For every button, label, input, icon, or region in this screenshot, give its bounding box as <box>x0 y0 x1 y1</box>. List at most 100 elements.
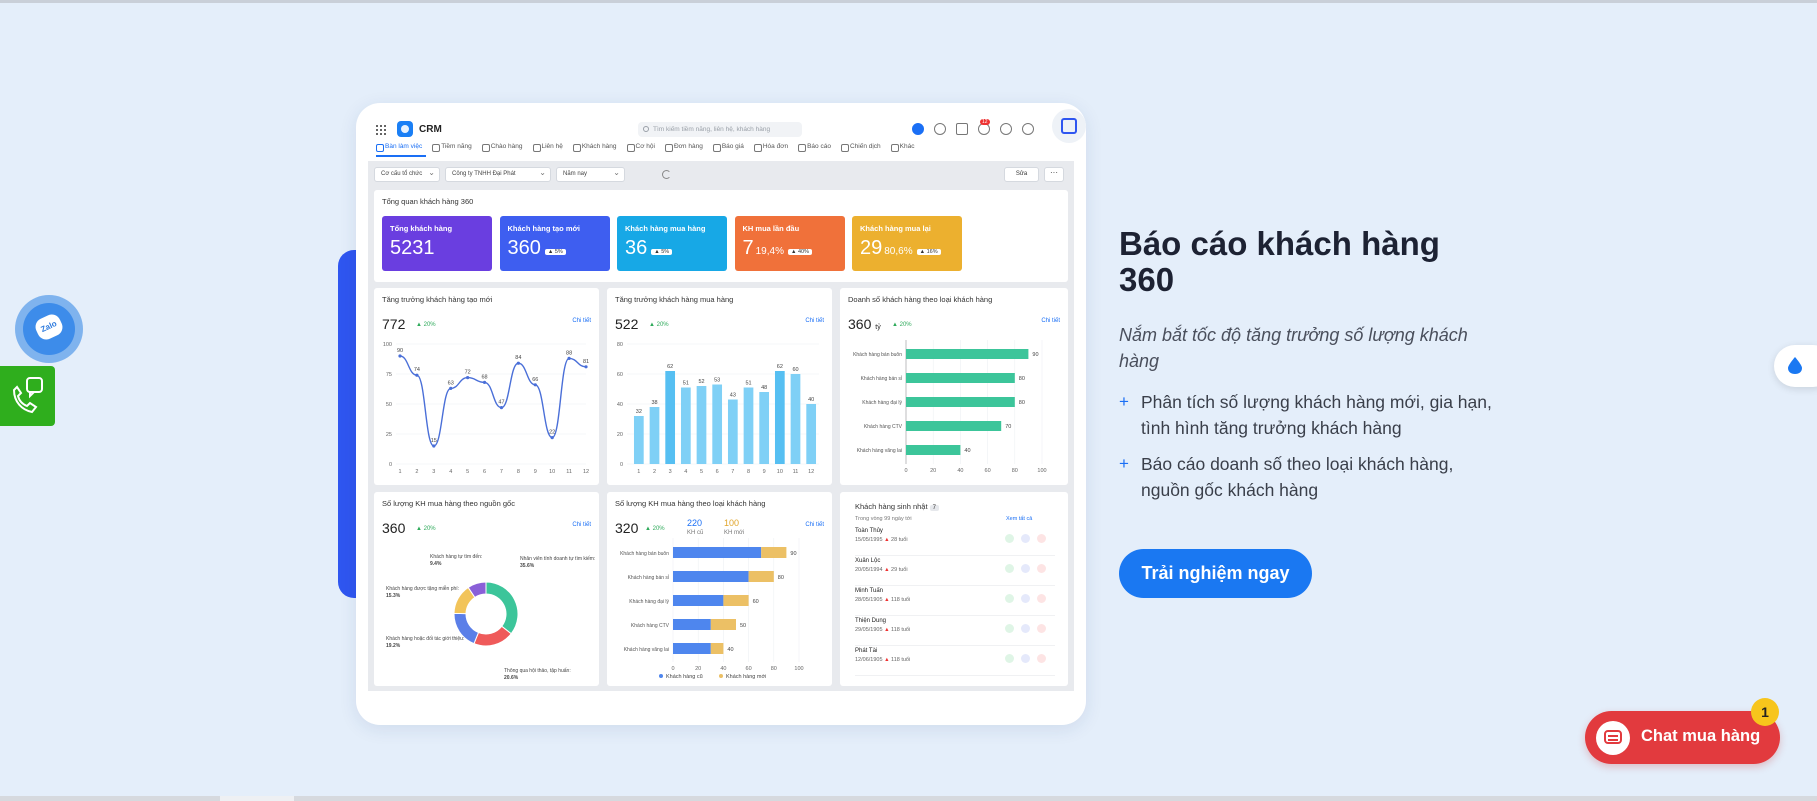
tab-item[interactable]: Bàn làm việc <box>376 143 422 152</box>
detail-link[interactable]: Chi tiết <box>1041 318 1060 324</box>
x-tick-label: 6 <box>716 469 719 475</box>
pie-slice <box>473 625 512 647</box>
kpi-card[interactable]: Khách hàng mua lại 29 80,6% ▲ 16% <box>852 216 962 271</box>
birthday-row[interactable]: Thiện Dung 29/05/1905 ▲ 118 tuổi <box>855 618 1055 646</box>
series-line <box>399 355 587 447</box>
kpi-card[interactable]: Khách hàng mua hàng 36 ▲ 5% <box>617 216 727 271</box>
by-source-panel: Số lượng KH mua hàng theo nguồn gốc 360 … <box>374 492 599 686</box>
detail-link[interactable]: Chi tiết <box>572 522 591 528</box>
tab-item[interactable]: Chiến dịch <box>840 143 881 152</box>
box-icon[interactable] <box>934 123 946 135</box>
cake-icon: ▲ <box>884 597 890 603</box>
edit-button[interactable]: Sửa <box>1004 167 1039 182</box>
side-tool-button[interactable] <box>1774 345 1817 387</box>
tab-item[interactable]: Báo cáo <box>798 143 831 152</box>
tab-item[interactable]: Đơn hàng <box>664 143 703 152</box>
refresh-icon[interactable] <box>662 170 671 179</box>
stacked-bar-chart: 0 20 40 60 80 100 90 Khách hàng bán buôn 80 Khách… <box>620 538 804 680</box>
age: 28 tuổi <box>891 537 908 543</box>
email-icon[interactable] <box>1037 534 1046 543</box>
call-icon[interactable] <box>1005 594 1014 603</box>
crm-logo-icon <box>397 121 413 137</box>
tab-item[interactable]: Hóa đơn <box>753 143 788 152</box>
data-label: 38 <box>651 400 657 406</box>
company-filter[interactable]: Công ty TNHH Đại Phát <box>445 166 551 182</box>
detail-link[interactable]: Chi tiết <box>805 318 824 324</box>
x-tick-label: 7 <box>500 469 503 475</box>
kpi-card[interactable]: Tổng khách hàng 5231 <box>382 216 492 271</box>
calendar-icon[interactable] <box>956 123 968 135</box>
tab-item[interactable]: Khác <box>890 143 915 152</box>
email-icon[interactable] <box>1037 564 1046 573</box>
crm-search-input[interactable]: Tìm kiếm tiềm năng, liên hệ, khách hàng <box>638 122 802 137</box>
x-tick-label: 9 <box>763 469 766 475</box>
tab-item[interactable]: Tiềm năng <box>432 143 472 152</box>
org-filter[interactable]: Cơ cấu tổ chức <box>374 166 440 182</box>
email-icon[interactable] <box>1037 654 1046 663</box>
tab-item[interactable]: Liên hệ <box>532 143 563 152</box>
x-tick-label: 11 <box>566 469 572 475</box>
bar <box>906 421 1002 431</box>
tab-item[interactable]: Khách hàng <box>572 143 617 152</box>
total-unit: tỷ <box>875 324 881 331</box>
call-icon[interactable] <box>1005 654 1014 663</box>
email-icon[interactable] <box>1037 624 1046 633</box>
email-icon[interactable] <box>1037 594 1046 603</box>
data-point <box>550 436 554 440</box>
message-icon[interactable] <box>1021 594 1030 603</box>
data-label: 84 <box>515 355 521 361</box>
data-point <box>415 373 419 377</box>
data-label: 32 <box>636 409 642 415</box>
total-value: 522 <box>615 316 639 332</box>
kpi-card[interactable]: KH mua lần đầu 7 19,4% ▲ 40% <box>734 216 845 271</box>
tab-item[interactable]: Chào hàng <box>481 143 523 152</box>
x-tick-label: 40 <box>720 666 726 672</box>
section-title: Báo cáo khách hàng 360 <box>1119 225 1440 298</box>
chat-button[interactable]: Chat mua hàng <box>1585 711 1780 764</box>
apps-grid-icon[interactable] <box>376 125 386 135</box>
phone-callback-button[interactable] <box>0 366 55 426</box>
feature-bullet: + Phân tích số lượng khách hàng mới, gia … <box>1119 389 1499 441</box>
message-icon[interactable] <box>1021 534 1030 543</box>
slice-label: Nhân viên tính doanh tự tìm kiếm: <box>520 556 595 562</box>
detail-link[interactable]: Chi tiết <box>805 522 824 528</box>
cake-icon: ▲ <box>884 567 890 573</box>
birthday-row[interactable]: Toàn Thủy 15/05/1995 ▲ 28 tuổi <box>855 528 1055 556</box>
data-label: 51 <box>745 381 751 387</box>
tab-item[interactable]: Cơ hội <box>626 143 655 152</box>
detail-link[interactable]: Chi tiết <box>572 318 591 324</box>
bar-segment <box>673 643 711 654</box>
gear-icon[interactable] <box>1000 123 1012 135</box>
y-tick-label: 25 <box>386 432 392 438</box>
call-icon[interactable] <box>1005 534 1014 543</box>
scan-button[interactable] <box>1052 109 1086 143</box>
kpi-label: Tổng khách hàng <box>390 224 453 233</box>
new-customers-panel: Tăng trưởng khách hàng tạo mới 772 ▲ 20%… <box>374 288 599 485</box>
bar <box>633 416 644 464</box>
customer-name: Minh Tuấn <box>855 588 884 594</box>
tab-item[interactable]: Báo giá <box>712 143 744 152</box>
zalo-button[interactable]: Zalo <box>15 295 83 363</box>
y-tick-label: 80 <box>617 342 623 348</box>
message-icon[interactable] <box>1021 624 1030 633</box>
help-icon[interactable] <box>1022 123 1034 135</box>
bar <box>774 371 785 464</box>
message-icon[interactable] <box>1021 564 1030 573</box>
period-filter[interactable]: Năm nay <box>556 166 625 182</box>
kpi-value: 360 <box>507 237 541 259</box>
birthday-row[interactable]: Xuân Lộc 20/05/1994 ▲ 29 tuổi <box>855 558 1055 586</box>
see-all-link[interactable]: Xem tất cả <box>1006 516 1033 522</box>
birthday-row[interactable]: Minh Tuấn 28/05/1905 ▲ 118 tuổi <box>855 588 1055 616</box>
more-button[interactable]: ··· <box>1044 167 1064 182</box>
kpi-card[interactable]: Khách hàng tạo mới 360 ▲ 5% <box>499 216 610 271</box>
birthday-row[interactable]: Phát Tài 12/06/1905 ▲ 118 tuổi <box>855 648 1055 676</box>
bar <box>906 373 1015 383</box>
call-icon[interactable] <box>1005 564 1014 573</box>
bullet-text: Báo cáo doanh số theo loại khách hàng, n… <box>1141 454 1454 500</box>
call-icon[interactable] <box>1005 624 1014 633</box>
message-icon[interactable] <box>1021 654 1030 663</box>
delta-value: ▲ 20% <box>649 322 669 328</box>
bar <box>806 404 817 464</box>
facebook-icon[interactable] <box>912 123 924 135</box>
try-now-button[interactable]: Trải nghiệm ngay <box>1119 549 1312 598</box>
